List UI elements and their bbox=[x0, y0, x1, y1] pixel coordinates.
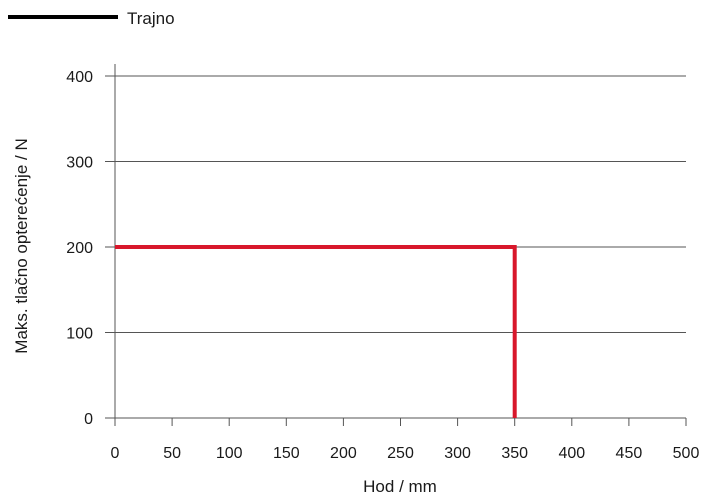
x-tick-label: 250 bbox=[387, 445, 414, 462]
x-tick-label: 500 bbox=[673, 445, 700, 462]
y-tick-label: 300 bbox=[66, 155, 93, 172]
y-tick-label: 200 bbox=[66, 240, 93, 257]
y-tick-label: 100 bbox=[66, 326, 93, 343]
axes bbox=[114, 64, 687, 426]
x-tick-label: 300 bbox=[444, 445, 471, 462]
x-tick-labels: 0 50 100 150 200 250 300 350 400 450 500 bbox=[111, 445, 700, 462]
x-axis-label: Hod / mm bbox=[363, 477, 437, 496]
plot-series bbox=[115, 245, 517, 418]
x-tick-label: 100 bbox=[216, 445, 243, 462]
y-tick-labels: 0 100 200 300 400 bbox=[66, 69, 93, 428]
x-tick-label: 50 bbox=[163, 445, 181, 462]
y-tick-label: 0 bbox=[84, 411, 93, 428]
x-tick-label: 150 bbox=[273, 445, 300, 462]
y-tick-label: 400 bbox=[66, 69, 93, 86]
x-tick-label: 350 bbox=[501, 445, 528, 462]
x-tick-label: 400 bbox=[558, 445, 585, 462]
legend-label: Trajno bbox=[127, 9, 175, 28]
series-line-0 bbox=[115, 245, 517, 418]
x-tick-label: 200 bbox=[330, 445, 357, 462]
legend: Trajno bbox=[8, 9, 175, 28]
y-axis-label: Maks. tlačno opterećenje / N bbox=[12, 138, 31, 353]
x-tick-label: 0 bbox=[111, 445, 120, 462]
x-tick-label: 450 bbox=[616, 445, 643, 462]
